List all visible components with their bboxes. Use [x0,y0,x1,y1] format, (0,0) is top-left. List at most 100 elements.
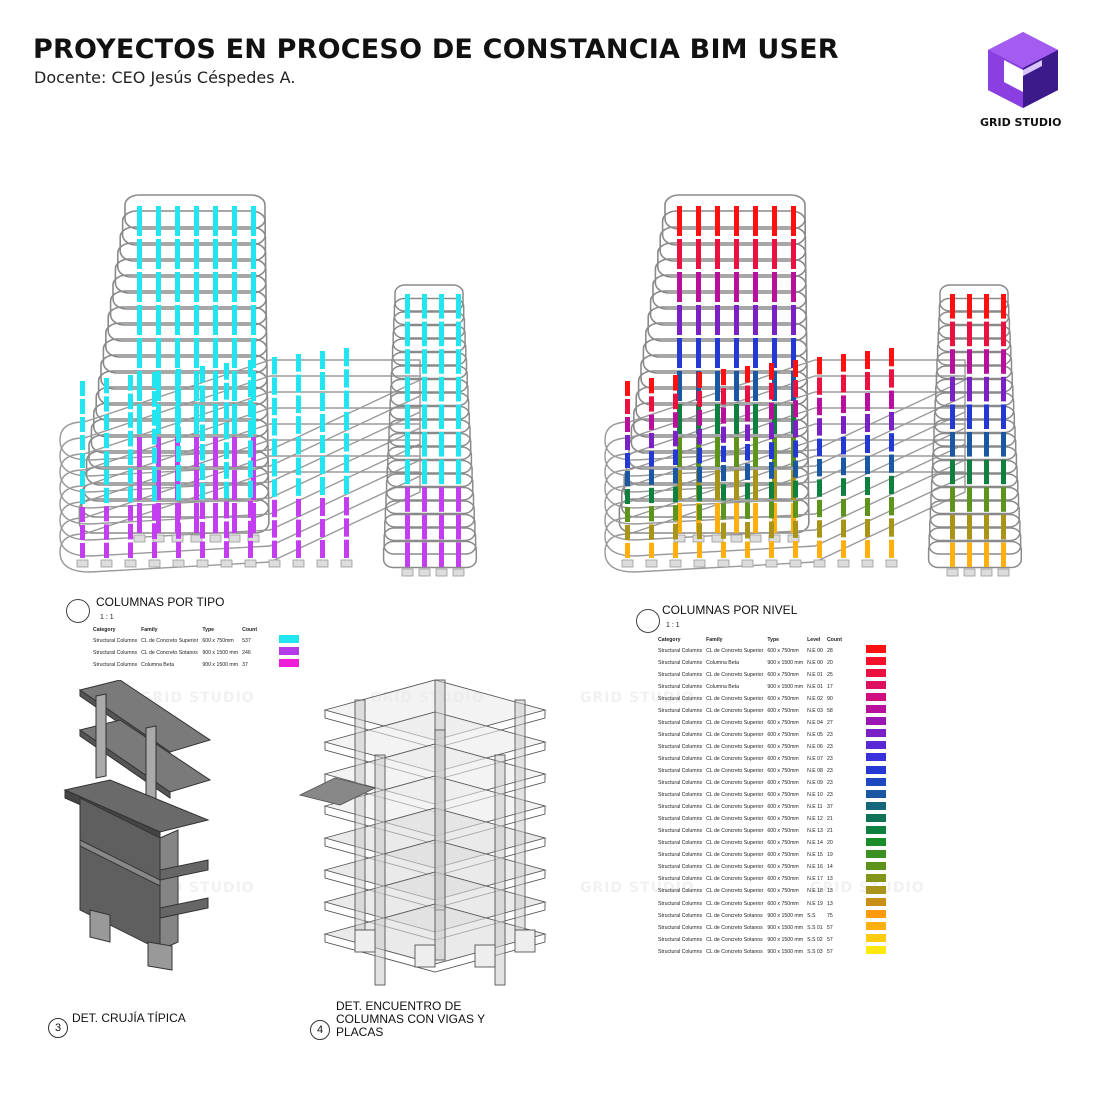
structural-column [232,404,237,434]
structural-column [715,305,720,335]
structural-column [865,456,870,474]
table-row: Structural Columns CL de Concreto Superio… [658,873,890,886]
table-row: Structural Columns CL de Concreto Sotanos… [658,910,890,922]
podium-floor [604,439,966,541]
schedule-cell-type: 600 x 750mm [767,671,799,678]
structural-column [841,416,846,434]
small-tower-floor [382,540,478,569]
structural-column [176,445,181,462]
structural-column [625,453,630,468]
structural-column [677,371,682,401]
structural-column [232,305,237,335]
structural-column [156,404,161,434]
podium-floor [604,375,966,477]
schedule-cell-category: Structural Columns [658,695,703,702]
schedule-cell-category: Structural Columns [658,888,703,895]
structural-column [439,432,444,457]
structural-column [793,420,798,438]
structural-column [793,520,798,538]
column-footing [980,568,993,577]
structural-column [272,459,277,477]
structural-column [697,409,702,426]
structural-column [772,338,777,368]
structural-column [715,503,720,533]
tower-floor [78,498,270,534]
structural-column [753,371,758,401]
schedule-cell-count: 13 [826,888,833,895]
structural-column [296,540,301,558]
small-tower-floor [936,351,1013,380]
column-footing [292,559,305,568]
structural-column [1001,376,1006,402]
structural-column [984,376,989,402]
column-footing [268,559,281,568]
schedule-cell-count: 27 [826,719,833,726]
structural-column [200,405,205,422]
structural-column [213,404,218,434]
column-footing [741,559,754,568]
small-tower-floor [935,378,1014,407]
color-swatch [865,765,886,774]
structural-column [224,481,229,499]
schedule-cell-family: CL de Concreto Sotanos [706,924,763,931]
view-title-columns-by-type: COLUMNAS POR TIPO [96,595,225,609]
structural-column [967,376,972,402]
detail-label-line: PLACAS [336,1025,384,1039]
color-swatch [865,837,886,846]
structural-column [673,412,678,428]
column-footing [244,559,257,568]
column-footing [148,559,161,568]
structural-column [817,459,822,477]
structural-column [889,518,894,537]
schedule-cell-type: 600 x 750mm [767,816,799,823]
tower-floor [121,210,267,246]
structural-column [697,542,702,558]
structural-column [696,239,701,269]
small-tower-floor [387,446,473,474]
structural-column [734,239,739,269]
structural-column [889,539,894,558]
color-swatch [865,717,886,726]
structural-column [200,483,205,500]
column-footing [669,559,682,568]
schedule-cell-family: CL de Concreto Superior [706,755,764,762]
schedule-cell-type: 600 x 750mm [767,780,799,787]
table-row: Structural Columns Columna Beta 900 x 1500… [93,659,303,671]
structural-column [889,390,894,409]
structural-column [715,437,720,467]
structural-column [772,404,777,434]
structural-column [320,477,325,495]
structural-column [405,349,410,374]
schedule-cell-family: CL de Concreto Superior [706,816,764,823]
structural-column [213,272,218,302]
structural-column [967,514,972,540]
schedule-cell-level: N.E 03 [807,707,823,714]
structural-column [696,338,701,368]
structural-column [248,400,253,418]
detail-label-junction: DET. ENCUENTRO DE COLUMNAS CON VIGAS Y P… [336,1000,485,1039]
structural-column [176,503,181,520]
structural-column [791,404,796,434]
structural-column [248,500,253,518]
structural-column [721,388,726,405]
structural-column [296,457,301,476]
view-title-columns-by-level: COLUMNAS POR NIVEL [662,603,798,617]
structural-column [793,440,798,458]
structural-column [649,396,654,412]
detail-label-line: COLUMNAS CON VIGAS Y [336,1012,486,1026]
structural-column [194,470,199,500]
table-row: Structural Columns Columna Beta 900 x 1500… [658,681,890,693]
small-tower-floor [937,324,1011,353]
structural-column [817,357,822,375]
schedule-cell-category: Structural Columns [658,876,703,883]
schedule-cell-level: N.E 01 [807,683,823,690]
structural-column [128,430,133,447]
small-tower-floor [386,459,473,488]
structural-column [104,487,109,504]
column [514,699,526,931]
structural-column [213,371,218,401]
schedule-cell-level: S.S 03 [807,948,823,955]
schedule-cell-type: 600 x 750mm [767,792,799,799]
schedule-cell-count: 23 [826,792,833,799]
structural-column [80,381,85,396]
